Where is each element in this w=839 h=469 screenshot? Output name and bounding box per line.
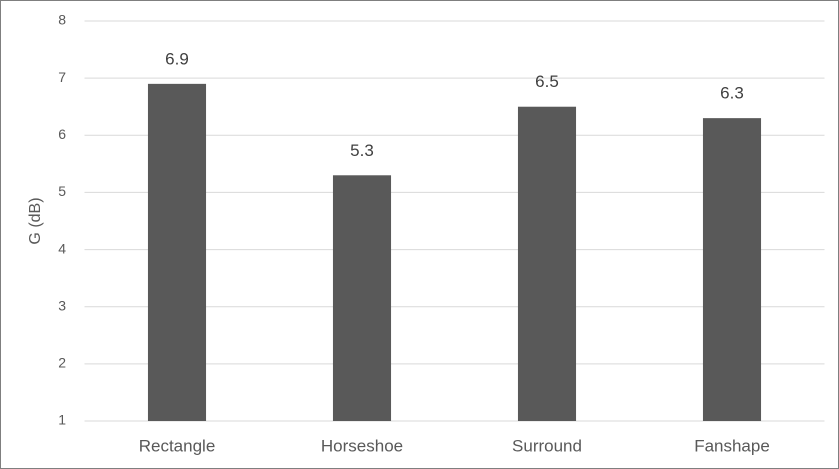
data-label: 6.5 (535, 72, 559, 91)
data-label: 5.3 (350, 141, 374, 160)
bar (517, 106, 577, 421)
bar (147, 83, 207, 421)
x-tick-label: Fanshape (694, 436, 770, 455)
y-axis-title: G (dB) (27, 197, 44, 244)
x-tick-label: Rectangle (139, 436, 216, 455)
y-tick-label: 5 (58, 183, 66, 199)
bar (332, 175, 392, 421)
data-label: 6.3 (720, 84, 744, 103)
y-tick-label: 7 (58, 69, 66, 85)
data-label: 6.9 (165, 49, 189, 68)
y-tick-label: 8 (58, 12, 66, 28)
y-tick-label: 6 (58, 126, 66, 142)
y-tick-label: 4 (58, 240, 66, 256)
y-tick-label: 1 (58, 412, 66, 428)
x-tick-label: Surround (512, 436, 582, 455)
y-tick-label: 2 (58, 355, 66, 371)
x-tick-label: Horseshoe (321, 436, 403, 455)
y-tick-label: 3 (58, 297, 66, 313)
bar (702, 118, 762, 422)
